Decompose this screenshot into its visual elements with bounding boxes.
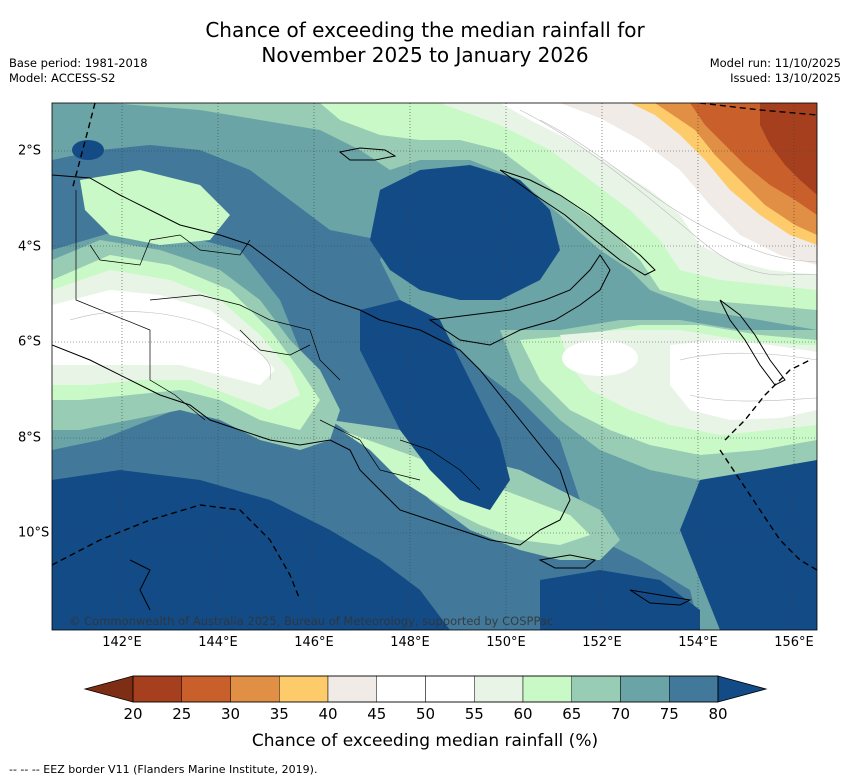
band-20-ne [760, 103, 817, 195]
model-run-text: Model run: 11/10/2025 [709, 56, 841, 70]
new-guinea-coast-south [52, 344, 541, 546]
rainfall-field [52, 103, 817, 630]
band-60-nw-patch [80, 170, 230, 245]
longitude-label: 142°E [102, 635, 142, 650]
torres-islands [129, 559, 151, 611]
band-80-central-south [360, 300, 510, 510]
latitude-label: 4°S [18, 239, 42, 254]
colorbar-tick-label: 60 [513, 705, 533, 723]
new-guinea-coast-north [52, 174, 571, 531]
colorbar-segment [279, 675, 329, 703]
colorbar-tick-label: 65 [562, 705, 582, 723]
chart-title: Chance of exceeding the median rainfall … [0, 18, 850, 68]
eez-borders [52, 103, 817, 601]
title-line-1: Chance of exceeding the median rainfall … [205, 18, 645, 42]
colorbar-tick-label: 20 [123, 705, 143, 723]
latitude-label: 6°S [18, 334, 42, 350]
colorbar-tick-label: 30 [220, 705, 241, 723]
band-50-west [52, 290, 275, 385]
colorbar-tick-label: 40 [318, 705, 338, 723]
colorbar-over-arrow [717, 675, 768, 703]
model-text: Model: ACCESS-S2 [9, 71, 116, 85]
band-80-southeast [680, 460, 817, 630]
colorbar-tick-label: 70 [610, 705, 631, 723]
colorbar-segment [669, 675, 719, 703]
colorbar-tick-label: 35 [269, 705, 289, 723]
colorbar-segment [376, 675, 426, 703]
manus-island [338, 147, 397, 161]
colorbar-segment [474, 675, 524, 703]
colorbar-under-arrow [83, 675, 134, 703]
colorbar-segment [132, 675, 182, 703]
longitude-label: 146°E [294, 635, 334, 650]
coastlines [52, 147, 786, 611]
longitude-label: 156°E [774, 635, 814, 650]
band-80-central-north [370, 165, 560, 300]
provincial-borders [75, 190, 481, 491]
longitude-label: 152°E [582, 635, 622, 650]
band-50-east [670, 340, 817, 420]
band-80-southwest [52, 470, 450, 630]
colorbar-segment [230, 675, 280, 703]
copyright-notice: © Commonwealth of Australia 2025, Bureau… [69, 614, 554, 628]
d-entrecasteaux [538, 554, 597, 569]
colorbar-segment [522, 675, 572, 703]
latitude-label: 8°S [18, 430, 42, 445]
colorbar-segment [181, 675, 231, 703]
meta-left: Base period: 1981-2018 Model: ACCESS-S2 [9, 56, 148, 86]
colorbar-tick-label: 80 [708, 705, 728, 723]
colorbar-segment [571, 675, 621, 703]
colorbar-segment [327, 675, 377, 703]
contour-lines [69, 109, 817, 402]
colorbar-tick-label: 55 [464, 705, 484, 723]
colorbar [83, 675, 768, 703]
latitude-label: 10°S [18, 525, 50, 541]
map-frame [51, 102, 818, 631]
band-50-mid-patch [562, 340, 638, 376]
colorbar-tick-label: 75 [659, 705, 679, 723]
colorbar-frame [132, 675, 719, 703]
longitude-label: 148°E [390, 635, 430, 650]
new-ireland [499, 169, 656, 276]
colorbar-tick-label: 25 [172, 705, 192, 723]
new-britain [428, 254, 611, 346]
longitude-label: 144°E [198, 635, 238, 650]
base-period-text: Base period: 1981-2018 [9, 56, 148, 70]
colorbar-segment [425, 675, 475, 703]
colorbar-tick-label: 45 [367, 705, 387, 723]
longitude-label: 150°E [486, 635, 526, 650]
longitude-label: 154°E [678, 635, 718, 650]
colorbar-label: Chance of exceeding median rainfall (%) [251, 731, 599, 751]
colorbar-segment [620, 675, 670, 703]
louisiade [629, 589, 692, 606]
meta-right: Model run: 11/10/2025 Issued: 13/10/2025 [710, 56, 841, 86]
latitude-label: 2°S [18, 143, 42, 159]
band-80-south-sea [540, 570, 700, 630]
title-line-2: November 2025 to January 2026 [261, 43, 589, 67]
eez-footnote: -- -- -- EEZ border V11 (Flanders Marine… [9, 763, 318, 776]
colorbar-tick-label: 50 [415, 705, 436, 723]
colorbar-segments [132, 675, 719, 703]
band-80-nw-blob [72, 140, 104, 160]
bougainville [719, 299, 786, 386]
issued-text: Issued: 13/10/2025 [730, 71, 841, 85]
graticule [52, 103, 817, 630]
